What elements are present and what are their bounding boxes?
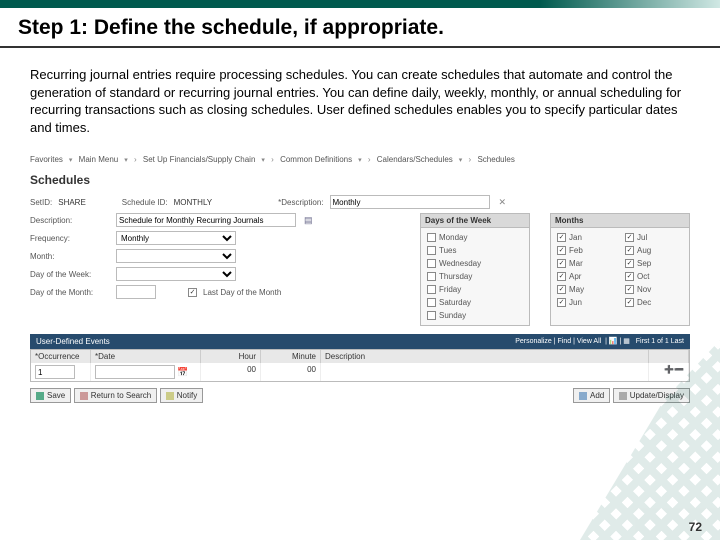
return-icon [80,392,88,400]
date-input[interactable] [95,365,175,379]
body-text: Recurring journal entries require proces… [0,48,720,146]
ude-links[interactable]: Personalize | Find | View All [515,338,601,345]
dow-label: Day of the Week: [30,270,110,279]
hour-value: 00 [201,363,261,381]
dom-input[interactable] [116,285,156,299]
month-checkbox[interactable] [625,246,634,255]
desc-star-input[interactable] [330,195,490,209]
day-checkbox[interactable] [427,246,436,255]
freq-select[interactable]: Monthly [116,231,236,245]
occ-input[interactable] [35,365,75,379]
month-checkbox[interactable] [625,233,634,242]
desc-label: Description: [30,216,110,225]
lastday-label: Last Day of the Month [203,288,281,297]
notify-button[interactable]: Notify [160,388,203,403]
month-checkbox[interactable] [625,272,634,281]
schedid-value: MONTHLY [174,198,213,207]
bc-item[interactable]: Common Definitions [280,155,352,164]
month-select[interactable] [116,249,236,263]
bc-item[interactable]: Favorites [30,155,63,164]
month-label: Month: [30,252,110,261]
id-row: SetID: SHARE Schedule ID: MONTHLY *Descr… [30,195,690,209]
del-row-icon[interactable]: ➖ [674,365,684,374]
add-button[interactable]: Add [573,388,610,403]
title-section: Step 1: Define the schedule, if appropri… [0,8,720,48]
dow-select[interactable] [116,267,236,281]
day-checkbox[interactable] [427,298,436,307]
page-heading: Schedules [30,173,690,187]
freq-label: Frequency: [30,234,110,243]
month-checkbox[interactable] [625,285,634,294]
month-checkbox[interactable] [557,285,566,294]
col-occurrence: *Occurrence [31,350,91,363]
day-checkbox[interactable] [427,311,436,320]
save-button[interactable]: Save [30,388,71,403]
month-checkbox[interactable] [557,272,566,281]
page-number: 72 [689,520,702,534]
update-button[interactable]: Update/Display [613,388,690,403]
day-checkbox[interactable] [427,272,436,281]
col-minute: Minute [261,350,321,363]
bc-item[interactable]: Schedules [477,155,514,164]
dom-label: Day of the Month: [30,288,110,297]
calendar-icon[interactable]: 📅 [177,367,188,377]
day-checkbox[interactable] [427,285,436,294]
app-screenshot: Favorites▾ Main Menu▾ › Set Up Financial… [30,152,690,403]
col-description: Description [321,350,649,363]
days-panel: Days of the Week Monday Tues Wednesday T… [420,213,530,326]
ude-header-bar: User-Defined Events Personalize | Find |… [30,334,690,349]
bc-item[interactable]: Set Up Financials/Supply Chain [143,155,256,164]
save-icon [36,392,44,400]
update-icon [619,392,627,400]
spell-icon[interactable]: ▤ [304,215,313,226]
clear-icon[interactable]: ✕ [499,197,507,208]
return-button[interactable]: Return to Search [74,388,157,403]
setid-label: SetID: [30,198,52,207]
ude-table: *Occurrence *Date Hour Minute Descriptio… [30,349,690,382]
month-checkbox[interactable] [557,233,566,242]
schedid-label: Schedule ID: [122,198,168,207]
setid-value: SHARE [58,198,86,207]
months-panel: Months Jan Feb Mar Apr May Jun Jul Aug S… [550,213,690,326]
add-row-icon[interactable]: ➕ [664,365,674,374]
month-checkbox[interactable] [625,298,634,307]
ude-title: User-Defined Events [36,337,110,346]
month-checkbox[interactable] [557,246,566,255]
desc-input[interactable] [116,213,296,227]
add-icon [579,392,587,400]
months-header: Months [551,214,689,228]
header-accent [0,0,720,8]
page-title: Step 1: Define the schedule, if appropri… [18,16,702,40]
notify-icon [166,392,174,400]
month-checkbox[interactable] [557,259,566,268]
action-row: Save Return to Search Notify Add Update/… [30,388,690,403]
left-column: Description: ▤ Frequency: Monthly Month:… [30,213,400,326]
bc-item[interactable]: Calendars/Schedules [377,155,453,164]
bc-item[interactable]: Main Menu [79,155,119,164]
day-checkbox[interactable] [427,259,436,268]
table-row: 📅 00 00 ➕➖ [31,363,689,381]
days-header: Days of the Week [421,214,529,228]
ude-nav[interactable]: First 1 of 1 Last [636,338,684,345]
breadcrumb: Favorites▾ Main Menu▾ › Set Up Financial… [30,152,690,167]
month-checkbox[interactable] [557,298,566,307]
month-checkbox[interactable] [625,259,634,268]
col-date: *Date [91,350,201,363]
body-paragraph: Recurring journal entries require proces… [30,66,690,136]
min-value: 00 [261,363,321,381]
desc-star-label: *Description: [278,198,323,207]
lastday-checkbox[interactable] [188,288,197,297]
day-checkbox[interactable] [427,233,436,242]
col-hour: Hour [201,350,261,363]
